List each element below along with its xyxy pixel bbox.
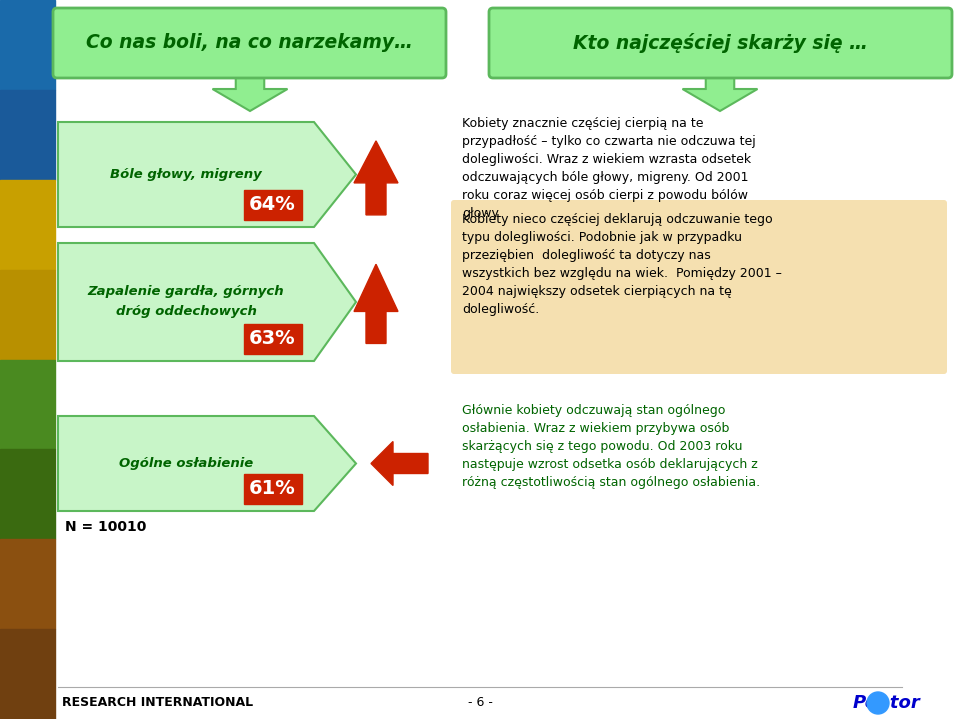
Bar: [0, 539, 55, 629]
Text: - 6 -: - 6 -: [468, 697, 492, 710]
Text: 63%: 63%: [250, 329, 296, 349]
Polygon shape: [58, 243, 356, 361]
Bar: [0, 360, 55, 449]
Polygon shape: [58, 416, 356, 511]
Circle shape: [867, 692, 889, 714]
FancyBboxPatch shape: [489, 8, 952, 78]
Bar: [0, 0, 55, 90]
Bar: [0, 90, 55, 180]
Polygon shape: [683, 76, 757, 111]
Bar: [0, 629, 55, 719]
Text: Pentor: Pentor: [852, 694, 920, 712]
Polygon shape: [354, 141, 398, 215]
Polygon shape: [371, 441, 428, 485]
Polygon shape: [212, 76, 287, 111]
Text: Kto najczęściej skarży się …: Kto najczęściej skarży się …: [573, 33, 868, 53]
Text: Zapalenie gardła, górnych: Zapalenie gardła, górnych: [87, 285, 284, 298]
Text: 61%: 61%: [250, 480, 296, 498]
FancyBboxPatch shape: [451, 200, 947, 374]
Text: dróg oddechowych: dróg oddechowych: [115, 306, 256, 319]
Text: Kobiety nieco częściej deklarują odczuwanie tego
typu dolegliwości. Podobnie jak: Kobiety nieco częściej deklarują odczuwa…: [462, 213, 781, 316]
Text: Co nas boli, na co narzekamy…: Co nas boli, na co narzekamy…: [86, 34, 413, 52]
Bar: [0, 449, 55, 539]
Bar: [0, 270, 55, 360]
FancyBboxPatch shape: [53, 8, 446, 78]
Text: Kobiety znacznie częściej cierpią na te
przypadłość – tylko co czwarta nie odczu: Kobiety znacznie częściej cierpią na te …: [462, 117, 756, 220]
Polygon shape: [354, 265, 398, 344]
Bar: [244, 190, 301, 220]
Bar: [244, 324, 301, 354]
Bar: [244, 474, 301, 504]
Text: RESEARCH INTERNATIONAL: RESEARCH INTERNATIONAL: [62, 697, 253, 710]
Text: Bóle głowy, migreny: Bóle głowy, migreny: [110, 168, 262, 181]
Bar: [0, 180, 55, 270]
Text: N = 10010: N = 10010: [65, 520, 146, 534]
Polygon shape: [58, 122, 356, 227]
Text: Głównie kobiety odczuwają stan ogólnego
osłabienia. Wraz z wiekiem przybywa osób: Głównie kobiety odczuwają stan ogólnego …: [462, 404, 760, 489]
Text: 64%: 64%: [250, 196, 296, 214]
Text: Ogólne osłabienie: Ogólne osłabienie: [119, 457, 253, 470]
